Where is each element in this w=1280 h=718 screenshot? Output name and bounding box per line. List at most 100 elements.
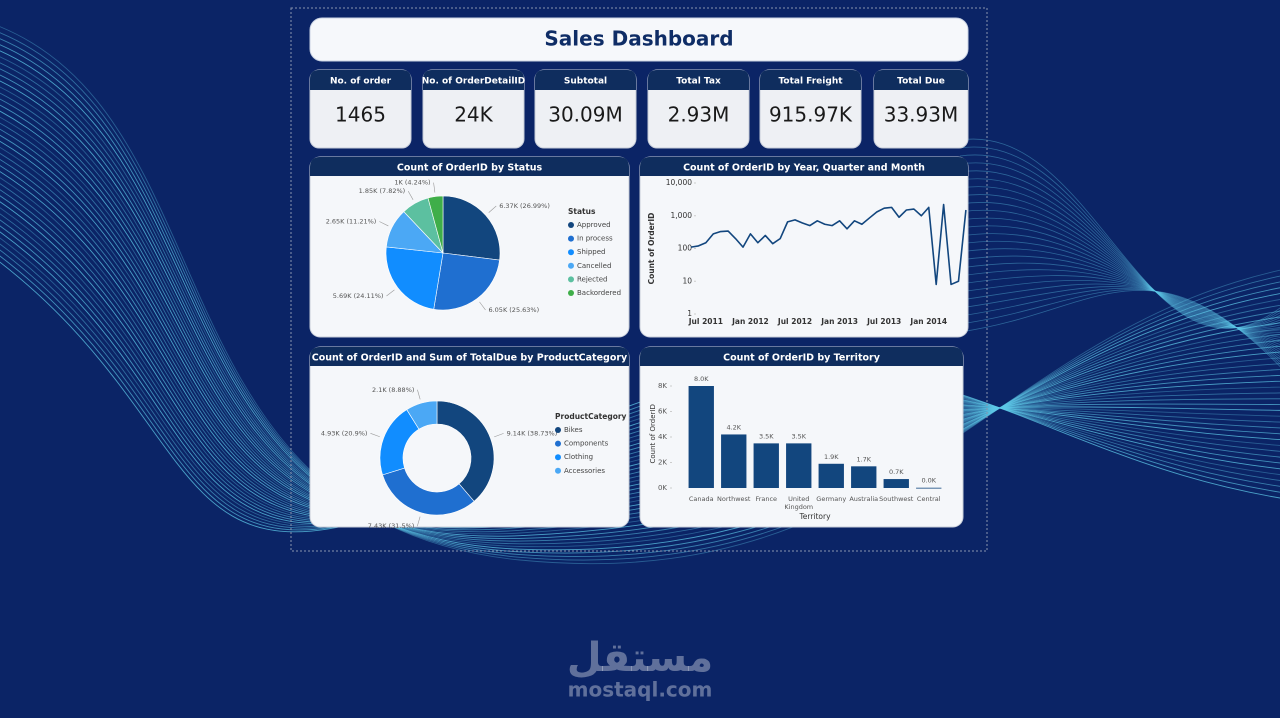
leader-line xyxy=(386,289,395,297)
data-label: 4.93K (20.9%) xyxy=(321,429,368,437)
x-tick-label: Australia xyxy=(849,495,878,503)
legend-swatch xyxy=(568,222,574,228)
pie-slice xyxy=(427,195,444,254)
wave-line xyxy=(959,269,1280,350)
wave-line xyxy=(0,92,1280,533)
x-tick-label: Germany xyxy=(816,495,846,503)
leader-line xyxy=(407,190,414,200)
legend-swatch xyxy=(555,454,561,461)
wave-line xyxy=(0,74,1280,539)
kpi-value: 1465 xyxy=(335,103,386,127)
legend-label: Rejected xyxy=(577,275,607,283)
kpi-header xyxy=(535,70,636,90)
title-box xyxy=(309,17,969,62)
leader-line xyxy=(479,301,486,311)
y-axis-label: Count of OrderID xyxy=(647,213,656,285)
leader-line xyxy=(494,433,504,438)
legend-swatch xyxy=(555,467,561,474)
x-tick-label: Northwest xyxy=(717,495,751,503)
kpi-value: 2.93M xyxy=(668,103,730,127)
wave-line xyxy=(0,68,1280,542)
legend-swatch xyxy=(555,440,561,447)
data-label: 1.9K xyxy=(824,453,839,461)
legend-label: Cancelled xyxy=(577,262,611,270)
legend-label: Approved xyxy=(577,221,611,229)
bar xyxy=(916,487,942,489)
legend-swatch xyxy=(568,262,574,269)
data-label: 0.7K xyxy=(889,468,904,476)
leader-line xyxy=(417,516,421,527)
dashboard-title: Sales Dashboard xyxy=(544,27,733,51)
y-tick-label: 1 xyxy=(687,309,692,318)
wave-line xyxy=(959,286,1280,360)
leader-line xyxy=(379,221,389,227)
kpi-label: Total Tax xyxy=(676,77,721,87)
bar xyxy=(786,443,812,488)
wave-line xyxy=(959,225,1280,335)
wave-line xyxy=(959,262,1280,348)
pie-slice xyxy=(406,400,438,430)
wave-line xyxy=(0,86,1280,535)
data-label: 6.05K (25.63%) xyxy=(488,306,539,314)
pie-slice xyxy=(385,246,444,310)
watermark-arabic: مستقل xyxy=(567,635,713,681)
kpi-label: Total Freight xyxy=(778,77,843,87)
watermark-latin: mostaql.com xyxy=(568,678,713,702)
data-label: 4.2K xyxy=(726,423,741,431)
x-tick-label: Central xyxy=(917,495,941,503)
leader-line xyxy=(433,182,436,193)
data-label: 1K (4.24%) xyxy=(394,179,430,187)
bar xyxy=(753,443,779,488)
kpi-header xyxy=(874,70,968,90)
y-tick-label: 0K xyxy=(658,484,667,492)
kpi-label: Total Due xyxy=(897,77,945,87)
wave-line xyxy=(0,26,1280,565)
legend-title: ProductCategory xyxy=(555,412,627,421)
wave-line xyxy=(959,289,1280,368)
wave-line xyxy=(0,38,1280,557)
legend-label: Shipped xyxy=(577,248,605,256)
chart-title: Count of OrderID by Year, Quarter and Mo… xyxy=(683,163,925,174)
kpi-value: 915.97K xyxy=(769,103,853,127)
wave-line xyxy=(0,98,1280,531)
kpi-value: 30.09M xyxy=(548,103,623,127)
wave-line xyxy=(959,240,1280,340)
kpi-label: No. of order xyxy=(330,77,392,87)
data-label: 5.69K (24.11%) xyxy=(333,292,384,300)
pie-slice xyxy=(442,195,501,261)
legend-label: Clothing xyxy=(564,453,593,461)
legend-swatch xyxy=(568,249,574,256)
y-tick-label: 10,000 xyxy=(666,178,692,187)
data-label: 2.1K (8.88%) xyxy=(372,386,414,394)
y-tick-label: 1,000 xyxy=(671,211,693,220)
wave-line xyxy=(959,146,1280,329)
legend-label: Bikes xyxy=(564,426,583,434)
kpi-value: 33.93M xyxy=(884,103,959,127)
legend-label: Components xyxy=(564,440,609,448)
chart-header xyxy=(310,157,629,176)
wave-line xyxy=(959,217,1280,333)
data-label: 3.5K xyxy=(791,432,806,440)
x-tick-label: Jan 2014 xyxy=(909,317,947,326)
line-series xyxy=(690,203,967,286)
data-label: 8.0K xyxy=(694,375,709,383)
kpi-header xyxy=(760,70,861,90)
wave-line xyxy=(0,62,1280,545)
data-label: 2.65K (11.21%) xyxy=(326,217,377,225)
y-axis-label: Count of OrderID xyxy=(649,404,657,463)
pie-slice xyxy=(436,400,495,502)
wave-line xyxy=(959,154,1280,329)
legend-swatch xyxy=(555,427,561,433)
wave-line xyxy=(959,178,1280,329)
legend-label: Accessories xyxy=(564,467,605,475)
y-tick-label: 6K xyxy=(658,408,667,416)
legend-swatch xyxy=(568,235,574,242)
wave-line xyxy=(0,44,1280,554)
wave-line xyxy=(959,248,1280,343)
bar xyxy=(688,386,714,488)
x-tick-label: Jul 2012 xyxy=(777,317,812,326)
wave-line xyxy=(959,162,1280,328)
x-tick-label: United Kingdom xyxy=(784,495,813,511)
leader-line xyxy=(488,205,497,213)
kpi-header xyxy=(310,70,411,90)
